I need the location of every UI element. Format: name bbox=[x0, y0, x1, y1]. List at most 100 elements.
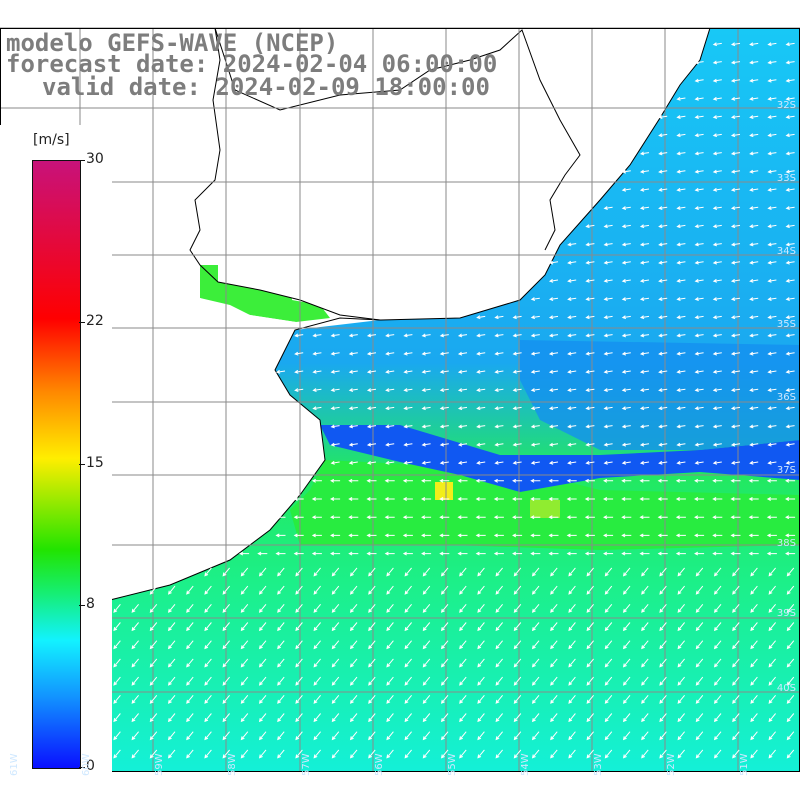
wind-arrow bbox=[677, 603, 685, 613]
wind-arrow bbox=[568, 749, 576, 759]
lon-label: 52W bbox=[666, 753, 677, 776]
wind-arrow bbox=[676, 187, 686, 192]
wind-arrow bbox=[459, 713, 467, 723]
wind-arrow bbox=[603, 224, 613, 229]
wind-arrow bbox=[403, 351, 413, 356]
wind-arrow bbox=[586, 694, 594, 704]
wind-arrow bbox=[675, 497, 686, 501]
wind-arrow bbox=[330, 460, 340, 465]
wind-arrow bbox=[258, 658, 267, 668]
wind-arrow bbox=[457, 369, 468, 374]
wind-arrow bbox=[222, 713, 230, 723]
wind-arrow bbox=[639, 351, 650, 356]
wind-arrow bbox=[639, 297, 650, 301]
wind-arrow bbox=[513, 731, 522, 741]
wind-arrow bbox=[604, 731, 613, 741]
wind-arrow bbox=[694, 551, 705, 556]
wind-arrow bbox=[785, 351, 795, 356]
wind-arrow bbox=[603, 442, 613, 447]
wind-arrow bbox=[131, 694, 139, 704]
wind-arrow bbox=[459, 676, 467, 686]
wind-arrow bbox=[732, 622, 740, 632]
wind-arrow bbox=[567, 297, 577, 301]
wind-arrow bbox=[694, 515, 705, 520]
wind-arrow bbox=[295, 694, 303, 704]
wind-arrow bbox=[786, 622, 795, 632]
wind-arrow bbox=[695, 658, 704, 668]
wind-arrow bbox=[404, 658, 412, 668]
wind-arrow bbox=[368, 676, 376, 686]
wind-arrow bbox=[167, 658, 176, 668]
wind-arrow bbox=[603, 242, 613, 247]
wind-arrow bbox=[768, 694, 776, 704]
wind-arrow bbox=[457, 478, 468, 483]
wind-arrow bbox=[331, 676, 340, 686]
wind-arrow bbox=[240, 749, 249, 759]
wind-arrow bbox=[730, 497, 741, 501]
wind-arrow bbox=[149, 622, 158, 632]
wind-arrow bbox=[402, 515, 413, 520]
lon-label: 58W bbox=[227, 753, 238, 776]
wind-arrow bbox=[730, 333, 741, 338]
wind-arrow bbox=[204, 749, 212, 759]
wind-arrow bbox=[548, 551, 559, 556]
wind-arrow bbox=[786, 713, 795, 723]
wind-arrow bbox=[422, 749, 431, 759]
wind-arrow bbox=[730, 242, 741, 247]
wind-arrow bbox=[512, 315, 522, 320]
wind-arrow bbox=[476, 460, 486, 465]
wind-arrow bbox=[330, 533, 341, 538]
wind-arrow bbox=[730, 133, 741, 138]
legend-tick-mark bbox=[79, 160, 85, 161]
wind-arrow bbox=[749, 151, 759, 156]
title-forecast-date: forecast date: 2024-02-04 06:00:00 bbox=[6, 50, 498, 78]
wind-arrow bbox=[530, 515, 541, 520]
wind-arrow bbox=[421, 497, 432, 501]
wind-arrow bbox=[749, 42, 759, 47]
wind-arrow bbox=[766, 478, 777, 483]
wind-arrow bbox=[732, 713, 740, 723]
wind-arrow bbox=[531, 694, 540, 704]
wind-arrow bbox=[712, 369, 722, 374]
wind-arrow bbox=[495, 658, 503, 668]
wind-arrow bbox=[694, 169, 704, 174]
wind-arrow bbox=[422, 603, 431, 613]
wind-arrow bbox=[402, 478, 413, 483]
wind-arrow bbox=[312, 351, 322, 356]
wind-arrow bbox=[167, 676, 176, 686]
wind-arrow bbox=[730, 60, 741, 65]
wind-arrow bbox=[550, 585, 558, 595]
wind-arrow bbox=[658, 369, 668, 374]
wind-arrow bbox=[694, 497, 705, 501]
wind-arrow bbox=[131, 731, 139, 741]
lat-label: 38S bbox=[776, 538, 796, 549]
wind-arrow bbox=[749, 133, 759, 138]
wind-arrow bbox=[313, 603, 321, 613]
coastlines bbox=[0, 27, 711, 621]
wind-arrow bbox=[730, 351, 741, 356]
wind-arrow bbox=[368, 731, 376, 741]
wind-arrow bbox=[277, 567, 285, 577]
wind-arrow bbox=[677, 658, 685, 668]
wind-arrow bbox=[348, 333, 358, 338]
wind-arrow bbox=[330, 442, 340, 447]
wind-arrow bbox=[330, 406, 340, 411]
wind-arrow bbox=[439, 533, 450, 538]
wind-arrow bbox=[658, 315, 668, 320]
wind-arrow bbox=[621, 406, 631, 411]
wind-arrow bbox=[603, 206, 613, 210]
wind-arrow bbox=[295, 622, 303, 632]
wind-arrow bbox=[767, 224, 777, 229]
wind-arrow bbox=[768, 567, 776, 577]
wind-arrow bbox=[204, 640, 212, 650]
wind-arrow bbox=[477, 658, 485, 668]
wind-arrow bbox=[403, 460, 413, 465]
wind-arrow bbox=[676, 242, 686, 247]
wind-arrow bbox=[440, 731, 449, 741]
wind-arrow bbox=[548, 478, 559, 483]
wind-arrow bbox=[730, 224, 741, 229]
wind-arrow bbox=[676, 315, 686, 320]
wind-arrow bbox=[494, 388, 504, 392]
wind-arrow bbox=[750, 676, 758, 686]
wind-arrow bbox=[384, 533, 395, 538]
